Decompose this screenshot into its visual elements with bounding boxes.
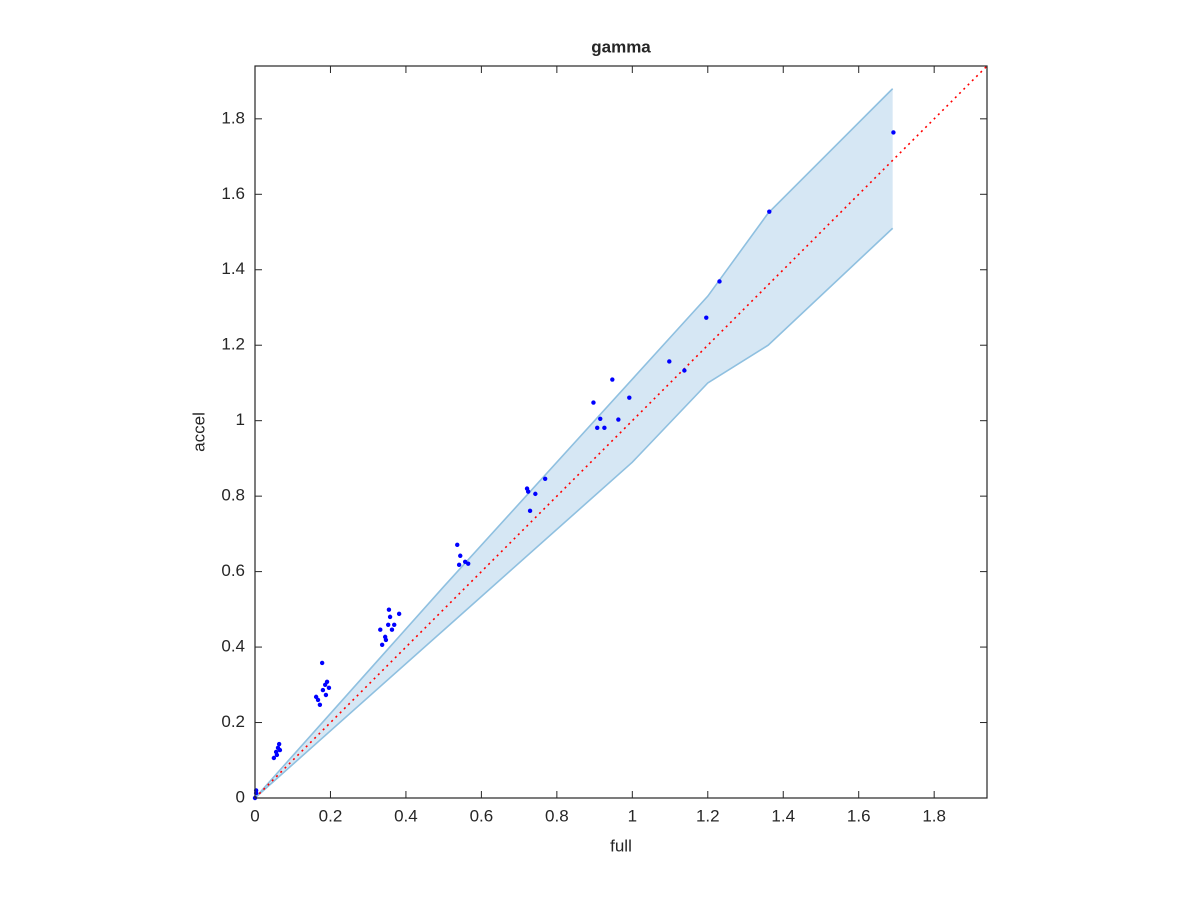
point (767, 209, 772, 214)
y-tick-label: 0.6 (221, 561, 245, 580)
point (319, 660, 325, 666)
point (271, 755, 277, 761)
point (313, 694, 319, 700)
point (610, 377, 615, 382)
point (891, 130, 896, 135)
x-tick-label: 1.8 (922, 806, 946, 825)
point (595, 425, 600, 431)
y-tick-label: 0.2 (221, 712, 245, 731)
point (276, 741, 282, 747)
point (320, 687, 326, 693)
x-tick-label: 0.4 (394, 806, 418, 825)
point (455, 542, 460, 548)
point (682, 368, 687, 373)
y-tick-label: 0 (236, 787, 245, 806)
band-area (255, 88, 893, 799)
point (274, 752, 280, 758)
reference-line (254, 65, 988, 799)
band-upper-edge (254, 88, 894, 799)
point (717, 279, 722, 284)
point (627, 395, 632, 400)
y-tick-label: 1 (236, 410, 245, 429)
x-tick-label: 0.8 (545, 806, 569, 825)
x-tick-label: 1.2 (696, 806, 720, 825)
point (598, 416, 603, 421)
point (385, 622, 391, 628)
band-lower-edge (254, 227, 894, 799)
point (383, 637, 389, 643)
plot-frame (254, 65, 988, 799)
x-tick-label: 0.2 (319, 806, 343, 825)
point (389, 627, 395, 632)
y-tick-label: 1.4 (221, 259, 245, 278)
point (465, 561, 471, 566)
point (527, 508, 533, 514)
point (525, 489, 531, 494)
point (387, 614, 393, 620)
point (602, 425, 607, 431)
x-axis-label: full (610, 836, 632, 855)
point (396, 611, 402, 617)
point (591, 400, 596, 405)
x-tick-label: 0 (250, 806, 259, 825)
point (542, 476, 548, 481)
point (533, 491, 538, 497)
point (378, 627, 383, 632)
y-tick-label: 1.2 (221, 335, 245, 354)
y-tick-label: 0.4 (221, 637, 245, 656)
point (323, 692, 329, 698)
point (667, 359, 672, 364)
point (458, 553, 463, 558)
point (326, 685, 332, 691)
point (277, 747, 283, 753)
x-tick-label: 1.4 (771, 806, 795, 825)
y-tick-label: 1.6 (221, 184, 245, 203)
point (704, 315, 709, 320)
point (616, 417, 621, 422)
x-tick-label: 1.6 (847, 806, 871, 825)
point (392, 622, 397, 628)
point (379, 642, 385, 648)
x-tick-label: 1 (628, 806, 637, 825)
y-tick-label: 1.8 (221, 108, 245, 127)
point (456, 562, 462, 568)
x-tick-label: 0.6 (470, 806, 494, 825)
chart-title: gamma (591, 37, 651, 56)
y-axis-label: accel (189, 412, 208, 452)
point (317, 702, 323, 708)
y-tick-label: 0.8 (221, 486, 245, 505)
point (386, 607, 392, 612)
point (324, 679, 330, 684)
